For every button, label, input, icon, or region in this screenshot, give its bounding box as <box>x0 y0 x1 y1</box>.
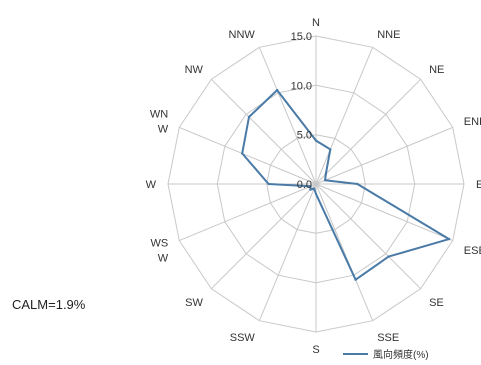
calm-annotation: CALM=1.9% <box>12 297 86 312</box>
ring-label-0: 0.0 <box>297 179 312 191</box>
ring-label-1: 5.0 <box>297 130 312 142</box>
direction-label-nw: NW <box>185 64 204 76</box>
radar-spokes <box>168 36 464 332</box>
direction-label-nnw: NNW <box>229 29 256 41</box>
data-point-sse <box>354 278 357 281</box>
direction-label-s: S <box>312 344 319 356</box>
direction-label-ese: ESE <box>464 245 481 257</box>
ring-labels: 0.0 5.0 10.0 15.0 <box>291 31 312 191</box>
direction-label-ssw: SSW <box>230 332 256 344</box>
direction-label-e: E <box>476 179 481 191</box>
spoke-ssw <box>258 183 317 321</box>
legend: 風向頻度(%) <box>343 348 429 361</box>
data-point-se <box>387 255 390 258</box>
spoke-se <box>315 183 422 290</box>
data-point-n <box>314 139 318 142</box>
data-point-ese <box>447 237 451 241</box>
spoke-nne <box>315 47 374 185</box>
spoke-ese <box>315 183 453 242</box>
data-point-nne <box>329 148 332 151</box>
direction-label-sw: SW <box>185 297 203 309</box>
spoke-nnw <box>258 47 317 185</box>
data-point-ne <box>324 173 327 176</box>
direction-label-ene: ENE <box>464 116 481 128</box>
direction-label-wsw: WS W <box>150 238 168 265</box>
direction-labels: N NNE NE ENE E ESE SE SSE S SSW SW WSW W WNW NW NNW <box>146 17 481 356</box>
spoke-wnw <box>179 126 317 185</box>
data-point-wnw <box>241 152 244 155</box>
ring-label-3: 15.0 <box>291 31 312 43</box>
direction-label-w: W <box>146 179 157 191</box>
data-point-e <box>356 182 359 186</box>
spoke-nw <box>210 78 317 185</box>
data-point-ssw <box>312 187 316 190</box>
direction-label-sse: SSE <box>377 332 399 344</box>
data-point-nw <box>247 115 251 119</box>
direction-label-wnw: WN W <box>150 108 169 135</box>
data-point-wsw <box>309 185 312 188</box>
direction-label-se: SE <box>429 297 444 309</box>
ring-label-2: 10.0 <box>291 80 312 92</box>
direction-label-nne: NNE <box>377 29 400 41</box>
data-point-ene <box>323 179 327 182</box>
spoke-sw <box>210 183 317 290</box>
data-point-w <box>267 182 270 186</box>
direction-label-ne: NE <box>429 64 444 76</box>
data-point-s <box>314 192 318 196</box>
direction-label-n: N <box>312 17 320 29</box>
spoke-ne <box>315 78 422 185</box>
spoke-ene <box>315 126 453 185</box>
data-point-sw <box>309 188 312 191</box>
series-line-0 <box>241 89 451 281</box>
data-point-nnw <box>275 88 279 92</box>
series-layer <box>241 88 451 281</box>
legend-label: 風向頻度(%) <box>373 348 429 361</box>
spoke-sse <box>315 183 374 321</box>
spoke-wsw <box>179 183 317 242</box>
